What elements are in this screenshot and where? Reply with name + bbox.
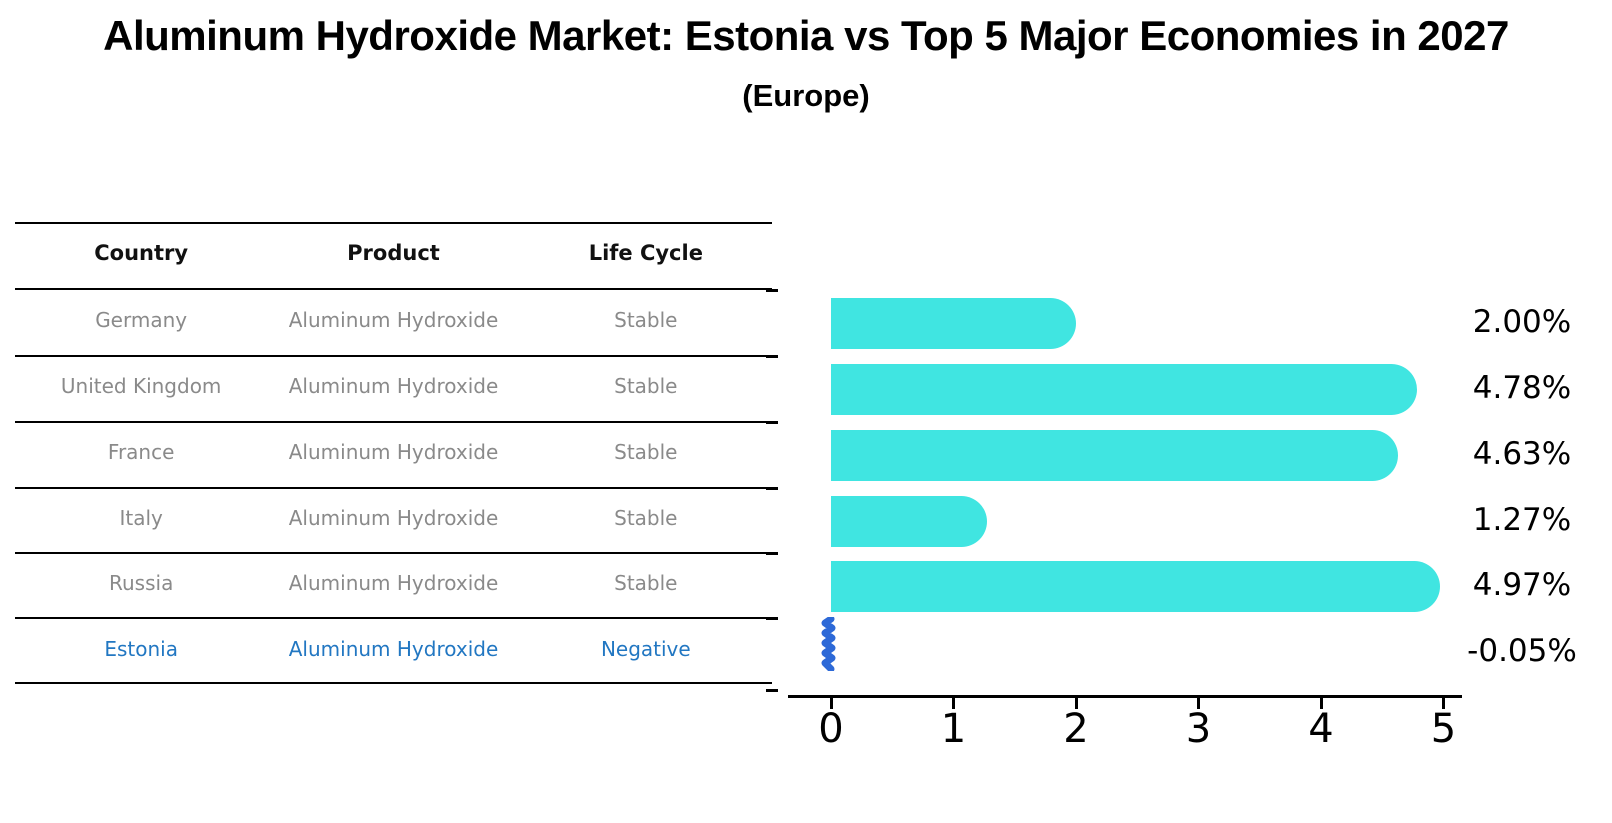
cell-country: Estonia (104, 637, 178, 661)
bar-united-kingdom (831, 364, 1417, 415)
table-row-rule (15, 355, 772, 357)
cell-life_cycle: Stable (614, 571, 678, 595)
cell-product: Aluminum Hydroxide (288, 440, 499, 464)
cell-life_cycle: Stable (614, 440, 678, 464)
value-label-estonia: -0.05% (1467, 633, 1577, 669)
x-axis-tick-label: 0 (818, 706, 844, 752)
y-axis-tick (766, 421, 778, 424)
table-row-france: France Aluminum Hydroxide Stable (15, 440, 772, 464)
bar-france (831, 430, 1398, 481)
cell-life_cycle: Stable (614, 308, 678, 332)
table-row-rule (15, 421, 772, 423)
table-row-rule (15, 288, 772, 290)
table-row-germany: Germany Aluminum Hydroxide Stable (15, 308, 772, 332)
cell-country: Italy (119, 506, 163, 530)
bar-germany (831, 298, 1076, 349)
x-axis-tick (829, 698, 833, 709)
table-bottom-rule (15, 682, 772, 684)
cell-product: Aluminum Hydroxide (288, 506, 499, 530)
cell-life_cycle: Stable (614, 506, 678, 530)
table-row-rule (15, 617, 772, 619)
table-header-product: Product (347, 241, 440, 265)
x-axis-line (788, 695, 1462, 698)
table-row-italy: Italy Aluminum Hydroxide Stable (15, 506, 772, 530)
bar-russia (831, 561, 1440, 612)
y-axis-tick (766, 552, 778, 555)
x-axis-tick (1197, 698, 1200, 709)
x-axis-tick-label: 1 (940, 706, 967, 752)
table-header-row: Country Product Life Cycle (15, 241, 772, 265)
cell-product: Aluminum Hydroxide (288, 374, 499, 398)
cell-product: Aluminum Hydroxide (288, 571, 499, 595)
x-axis-tick (1319, 698, 1323, 709)
page-subtitle: (Europe) (742, 78, 870, 113)
cell-product: Aluminum Hydroxide (288, 308, 499, 332)
x-axis-tick-label: 2 (1063, 706, 1089, 752)
table-row-estonia: Estonia Aluminum Hydroxide Negative (15, 637, 772, 661)
table-header-country: Country (94, 241, 189, 265)
cell-country: Russia (109, 571, 174, 595)
cell-product: Aluminum Hydroxide (288, 637, 499, 661)
bar-italy (831, 496, 987, 547)
y-axis-tick (766, 689, 778, 692)
x-axis-tick (1442, 698, 1445, 709)
y-axis-tick (766, 289, 778, 292)
y-axis-tick (766, 355, 778, 358)
cell-country: France (107, 440, 175, 464)
value-label-italy: 1.27% (1472, 502, 1572, 538)
value-label-germany: 2.00% (1472, 304, 1572, 340)
table-row-rule (15, 552, 772, 554)
value-label-united-kingdom: 4.78% (1472, 370, 1572, 406)
value-label-france: 4.63% (1472, 436, 1572, 472)
table-top-rule (15, 222, 772, 224)
table-row-russia: Russia Aluminum Hydroxide Stable (15, 571, 772, 595)
value-label-russia: 4.97% (1472, 567, 1572, 603)
x-axis-tick-label: 5 (1430, 706, 1457, 752)
x-axis-tick-label: 4 (1308, 706, 1334, 752)
cell-country: Germany (95, 308, 188, 332)
squiggle-marker-icon (821, 615, 836, 673)
table-header-life-cycle: Life Cycle (588, 241, 703, 265)
y-axis-tick (766, 617, 778, 620)
cell-life_cycle: Stable (614, 374, 678, 398)
table-row-rule (15, 487, 772, 489)
negative-value-marker-estonia (821, 615, 837, 675)
y-axis-tick (766, 487, 778, 490)
x-axis-tick (1074, 698, 1078, 709)
x-axis-tick (952, 698, 955, 709)
x-axis-tick-label: 3 (1185, 706, 1212, 752)
page-title: Aluminum Hydroxide Market: Estonia vs To… (103, 12, 1509, 59)
cell-life_cycle: Negative (600, 637, 691, 661)
table-row-united-kingdom: United Kingdom Aluminum Hydroxide Stable (15, 374, 772, 398)
cell-country: United Kingdom (60, 374, 222, 398)
